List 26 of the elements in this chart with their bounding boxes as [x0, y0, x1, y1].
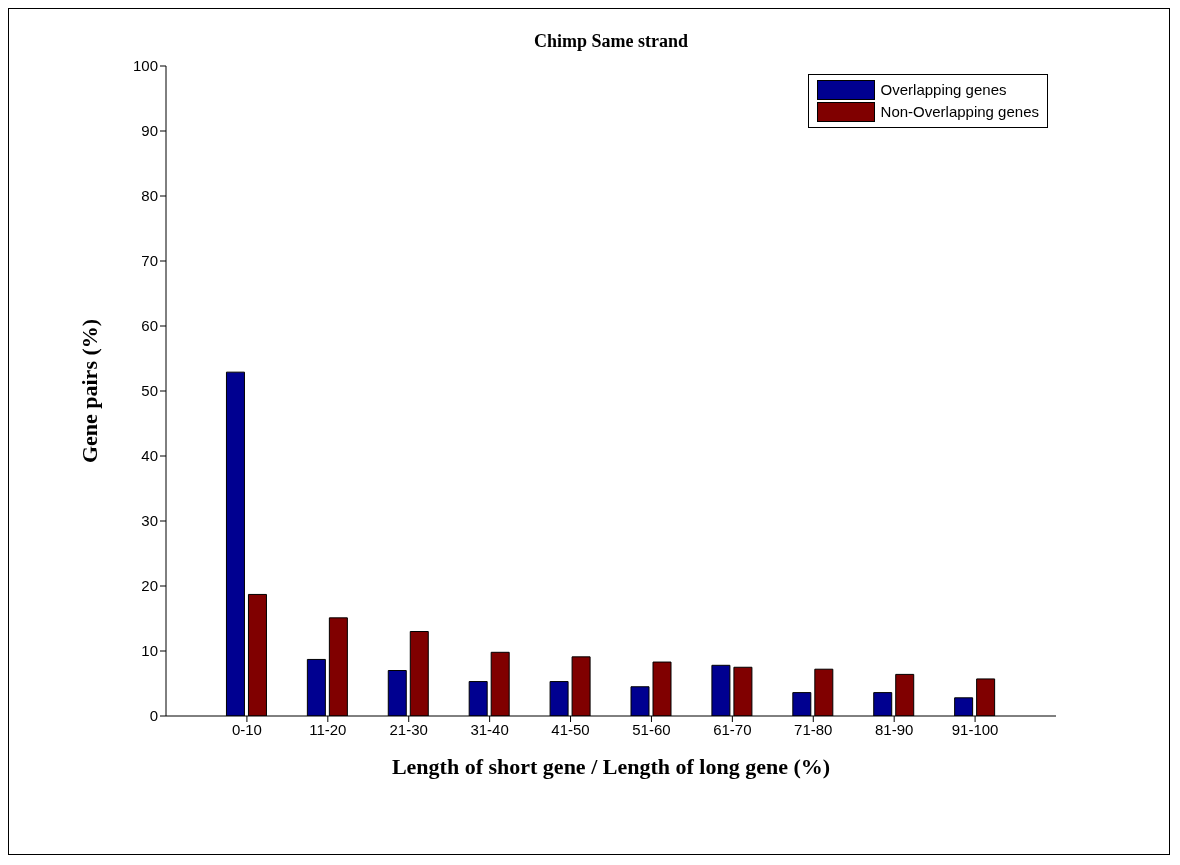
- y-tick-label: 20: [141, 577, 158, 595]
- x-tick-label: 51-60: [632, 720, 671, 738]
- x-tick-label: 0-10: [231, 720, 262, 738]
- x-tick-label: 31-40: [470, 720, 509, 738]
- x-tick-label: 11-20: [309, 720, 347, 738]
- chart-title: Chimp Same strand: [533, 31, 689, 52]
- y-tick-label: 90: [141, 122, 158, 140]
- y-tick-label: 60: [141, 317, 158, 335]
- y-tick-label: 80: [141, 187, 158, 205]
- x-tick-label: 41-50: [551, 720, 590, 738]
- legend-label: Overlapping genes: [880, 80, 1007, 100]
- x-tick-label: 71-80: [794, 720, 833, 738]
- x-tick-label: 61-70: [713, 720, 752, 738]
- y-tick-label: 70: [141, 252, 158, 270]
- x-tick-label: 81-90: [874, 720, 914, 738]
- x-tick-label: 21-30: [389, 720, 428, 738]
- y-tick-label: 40: [141, 447, 158, 465]
- y-tick-label: 10: [141, 642, 158, 660]
- legend-label: Non-Overlapping genes: [880, 102, 1039, 122]
- y-tick-label: 50: [141, 382, 158, 400]
- y-tick-label: 100: [132, 57, 158, 75]
- y-axis-title: Gene pairs (%): [76, 318, 102, 464]
- x-tick-label: 91-100: [951, 720, 999, 738]
- y-tick-label: 0: [149, 707, 158, 725]
- x-axis-title: Length of short gene / Length of long gene (%): [391, 754, 831, 779]
- y-tick-label: 30: [141, 512, 158, 530]
